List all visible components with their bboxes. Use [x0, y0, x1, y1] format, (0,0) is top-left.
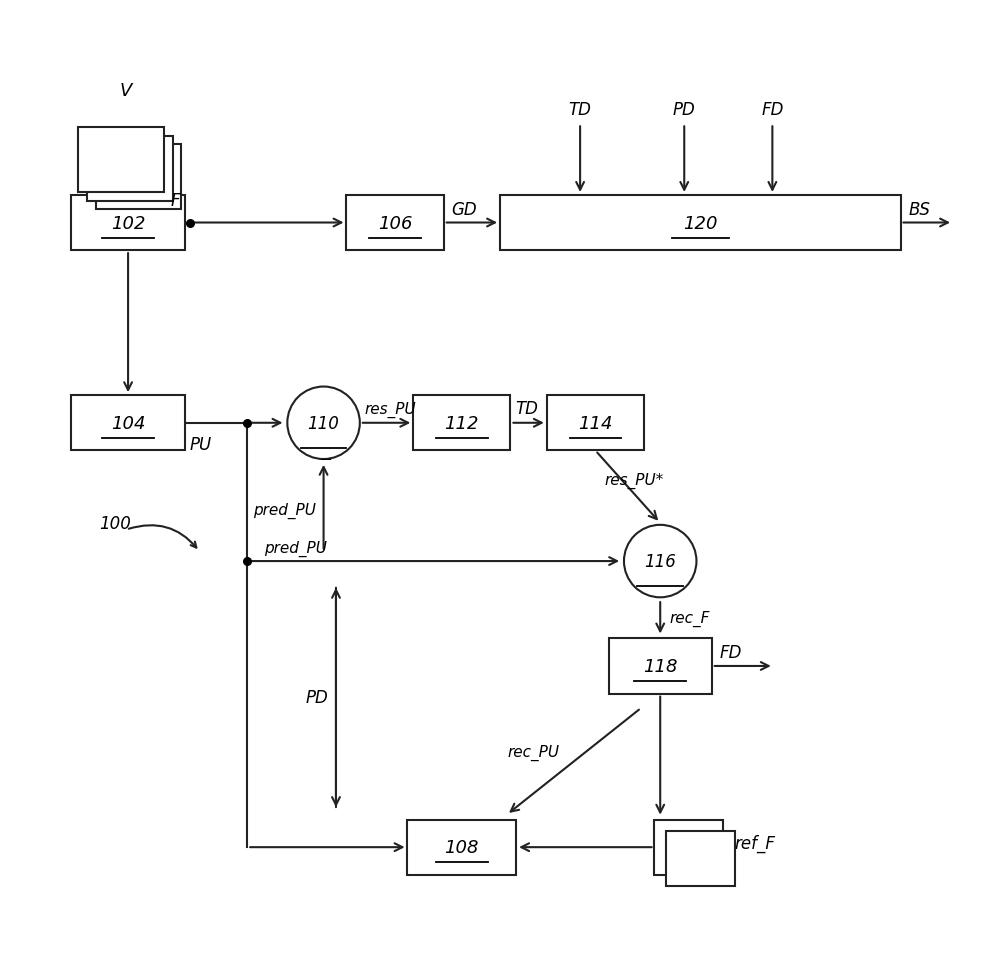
Text: V: V	[120, 82, 132, 99]
Text: 100: 100	[99, 514, 131, 532]
Text: 108: 108	[445, 838, 479, 856]
Bar	[609, 639, 712, 694]
Text: FD: FD	[761, 101, 784, 118]
Text: BS: BS	[908, 201, 930, 219]
Bar	[96, 145, 181, 209]
Text: FD: FD	[719, 643, 742, 661]
Bar	[500, 196, 901, 251]
Bar	[71, 396, 185, 451]
Bar	[407, 820, 516, 875]
Bar	[654, 820, 723, 875]
Text: 106: 106	[378, 214, 412, 233]
Text: 112: 112	[445, 414, 479, 432]
Text: GD: GD	[451, 201, 477, 219]
Text: 118: 118	[643, 657, 677, 676]
Text: 104: 104	[111, 414, 145, 432]
Circle shape	[624, 526, 696, 598]
Text: TD: TD	[569, 101, 592, 118]
Text: rec_F: rec_F	[670, 610, 710, 627]
Text: PD: PD	[673, 101, 696, 118]
Text: res_PU: res_PU	[365, 401, 416, 417]
Text: rec_PU: rec_PU	[508, 744, 560, 760]
Bar	[87, 136, 173, 202]
Text: 116: 116	[644, 553, 676, 571]
Bar	[78, 128, 164, 193]
Text: F: F	[171, 192, 181, 209]
Text: TD: TD	[515, 400, 538, 418]
Text: pred_PU: pred_PU	[264, 540, 327, 556]
Text: PD: PD	[306, 689, 328, 706]
Text: 120: 120	[683, 214, 718, 233]
Bar	[666, 831, 735, 886]
Text: PU: PU	[189, 435, 211, 454]
Circle shape	[287, 387, 360, 459]
Text: ref_F: ref_F	[735, 834, 776, 852]
Bar	[346, 196, 444, 251]
Text: pred_PU: pred_PU	[253, 503, 316, 519]
Text: 114: 114	[578, 414, 613, 432]
Text: 102: 102	[111, 214, 145, 233]
Text: −: −	[319, 452, 332, 467]
Text: 110: 110	[308, 414, 340, 432]
Bar	[71, 196, 185, 251]
Bar	[547, 396, 644, 451]
Bar	[413, 396, 510, 451]
Text: res_PU*: res_PU*	[605, 473, 664, 488]
